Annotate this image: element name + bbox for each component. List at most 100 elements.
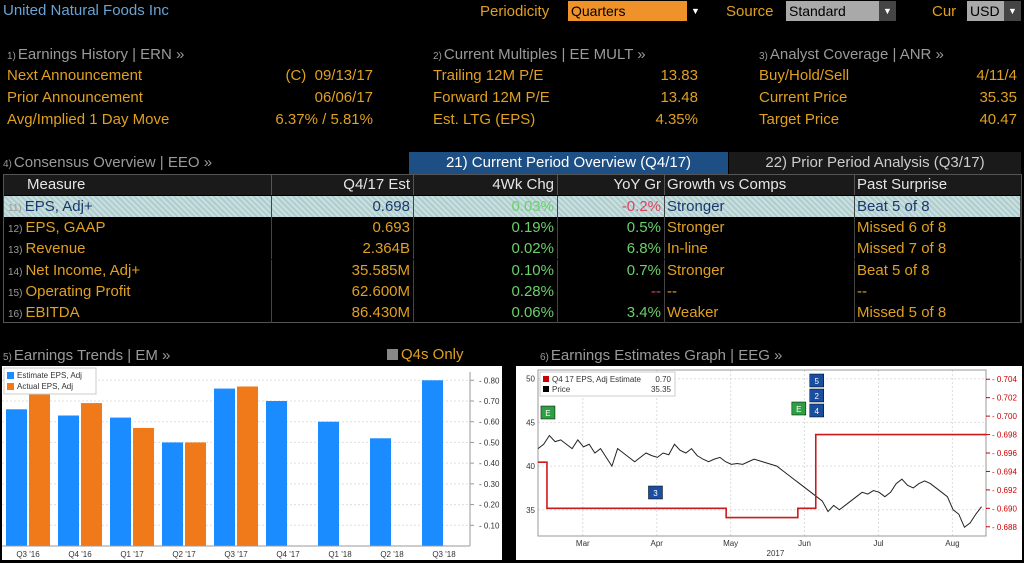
company-name: United Natural Foods Inc xyxy=(3,2,169,19)
cur-label: Cur xyxy=(932,3,957,20)
bar-estimate xyxy=(318,421,339,546)
x-tick-label: Jun xyxy=(798,539,811,548)
y-tick-label-left: 35 xyxy=(526,506,535,515)
y-tick-label-right: - 0.692 xyxy=(992,486,1017,495)
table-row[interactable]: 16) EBITDA 86.430M 0.06% 3.4% Weaker Missed 5 … xyxy=(4,302,1021,323)
consensus-overview-link[interactable]: 4) Consensus Overview | EEO » xyxy=(3,154,213,171)
event-marker-icon xyxy=(809,388,825,403)
bar-estimate xyxy=(214,388,235,546)
y-tick-label-right: - 0.696 xyxy=(992,449,1017,458)
cell-comps: Stronger xyxy=(665,259,855,281)
chevron-down-icon: ▼ xyxy=(879,1,896,21)
row-number: 16) xyxy=(8,309,23,320)
col-header-4wk[interactable]: 4Wk Chg xyxy=(414,175,558,195)
analyst-coverage-link[interactable]: 3) Analyst Coverage | ANR » xyxy=(759,46,944,63)
forward-pe-label: Forward 12M P/E xyxy=(433,89,550,106)
cell-comps: Weaker xyxy=(665,302,855,323)
ltg-value: 4.35% xyxy=(655,111,698,128)
y-tick-label-left: 40 xyxy=(526,462,535,471)
cell-surprise: Missed 6 of 8 xyxy=(855,217,1021,239)
cell-yoy: -- xyxy=(558,280,665,302)
buy-hold-sell-label: Buy/Hold/Sell xyxy=(759,67,850,84)
event-marker-label: E xyxy=(796,405,801,414)
legend-box xyxy=(539,371,676,397)
table-row[interactable]: 13) Revenue 2.364B 0.02% 6.8% In-line Missed 7… xyxy=(4,238,1021,260)
bar-estimate xyxy=(422,380,443,546)
source-label: Source xyxy=(726,3,774,20)
col-header-measure[interactable]: Measure xyxy=(4,175,272,195)
day-move-value: 6.37% / 5.81% xyxy=(275,111,373,128)
col-header-yoy[interactable]: YoY Gr xyxy=(558,175,665,195)
row-number: 15) xyxy=(8,287,23,299)
cell-yoy: -0.2% xyxy=(558,196,665,217)
col-header-est[interactable]: Q4/17 Est xyxy=(272,175,414,195)
row-measure: Revenue xyxy=(25,240,86,258)
chevron-down-icon: ▼ xyxy=(1004,1,1021,21)
estimates-graph-link[interactable]: 6) Earnings Estimates Graph | EEG » xyxy=(540,347,783,364)
q4s-only-toggle[interactable]: Q4s Only xyxy=(387,346,464,363)
legend-value: 35.35 xyxy=(651,385,672,394)
x-year-label: 2017 xyxy=(767,549,785,558)
q4s-only-label: Q4s Only xyxy=(401,346,464,363)
cell-comps: Stronger xyxy=(665,217,855,239)
y-tick-label: - 0.10 xyxy=(479,521,500,530)
earnings-history-link[interactable]: 1) Earnings History | ERN » xyxy=(7,46,185,63)
legend-label: Q4 17 EPS, Adj Estimate xyxy=(552,375,641,384)
row-number: 13) xyxy=(8,245,23,257)
bar-actual xyxy=(237,386,258,546)
row-measure: EPS, GAAP xyxy=(25,219,106,237)
table-row[interactable]: 12) EPS, GAAP 0.693 0.19% 0.5% Stronger Missed… xyxy=(4,217,1021,239)
cell-measure: 15) Operating Profit xyxy=(4,280,272,302)
tab-current-period[interactable]: 21) Current Period Overview (Q4/17) xyxy=(409,152,728,174)
x-tick-label: Mar xyxy=(576,539,590,548)
bar-actual xyxy=(133,427,154,546)
bar-estimate xyxy=(6,409,27,546)
cell-measure: 13) Revenue xyxy=(4,238,272,260)
estimates-graph-chart: Mar Apr May Jun Jul Aug 2017 50 45 40 35- 0.704- 0… xyxy=(516,366,1022,560)
cell-est: 86.430M xyxy=(272,302,414,323)
table-row[interactable]: 15) Operating Profit 62.600M 0.28% -- -- -- xyxy=(4,280,1021,302)
consensus-table: Measure Q4/17 Est 4Wk Chg YoY Gr Growth … xyxy=(3,174,1022,323)
cell-measure: 12) EPS, GAAP xyxy=(4,217,272,239)
cell-measure: 14) Net Income, Adj+ xyxy=(4,259,272,281)
y-tick-label-right: - 0.690 xyxy=(992,504,1017,513)
y-tick-label-left: 45 xyxy=(526,418,535,427)
periodicity-dropdown[interactable]: Quarters ▼ xyxy=(568,1,704,21)
current-multiples-link[interactable]: 2) Current Multiples | EE MULT » xyxy=(433,46,646,63)
cell-measure: 11) EPS, Adj+ xyxy=(4,196,272,217)
y-tick-label-right: - 0.698 xyxy=(992,431,1017,440)
event-marker-icon xyxy=(540,405,556,420)
x-tick-label: Aug xyxy=(945,539,959,548)
currency-dropdown[interactable]: USD ▼ xyxy=(967,1,1021,21)
trailing-pe-label: Trailing 12M P/E xyxy=(433,67,544,84)
cell-measure: 16) EBITDA xyxy=(4,302,272,323)
col-header-surprise[interactable]: Past Surprise xyxy=(855,175,1021,195)
col-header-comps[interactable]: Growth vs Comps xyxy=(665,175,855,195)
y-tick-label-right: - 0.704 xyxy=(992,375,1017,384)
y-tick-label-left: 50 xyxy=(526,375,535,384)
source-dropdown[interactable]: Standard ▼ xyxy=(786,1,896,21)
cell-chg: 0.28% xyxy=(414,280,558,302)
event-marker-label: 4 xyxy=(815,407,820,416)
x-tick-label: Apr xyxy=(650,539,663,548)
earnings-trends-link[interactable]: 5) Earnings Trends | EM » xyxy=(3,347,171,364)
table-row[interactable]: 11) EPS, Adj+ 0.698 0.03% -0.2% Stronger Beat … xyxy=(4,196,1021,217)
tab-prior-period[interactable]: 22) Prior Period Analysis (Q3/17) xyxy=(729,152,1021,174)
cell-comps: -- xyxy=(665,280,855,302)
row-number: 14) xyxy=(8,266,23,278)
row-measure: EPS, Adj+ xyxy=(24,198,93,215)
table-row[interactable]: 14) Net Income, Adj+ 35.585M 0.10% 0.7% Stron… xyxy=(4,259,1021,281)
x-tick-label: Q4 '17 xyxy=(276,550,300,559)
target-price-value: 40.47 xyxy=(979,111,1017,128)
y-tick-label-right: - 0.688 xyxy=(992,523,1017,532)
target-price-label: Target Price xyxy=(759,111,840,128)
cell-est: 35.585M xyxy=(272,259,414,281)
x-tick-label: Q4 '16 xyxy=(68,550,92,559)
cell-chg: 0.02% xyxy=(414,238,558,260)
cell-est: 0.693 xyxy=(272,217,414,239)
x-tick-label: Q3 '18 xyxy=(432,550,456,559)
x-tick-label: Q3 '17 xyxy=(224,550,248,559)
bar-estimate xyxy=(162,442,183,546)
x-tick-label: Q2 '17 xyxy=(172,550,196,559)
x-tick-label: Q2 '18 xyxy=(380,550,404,559)
